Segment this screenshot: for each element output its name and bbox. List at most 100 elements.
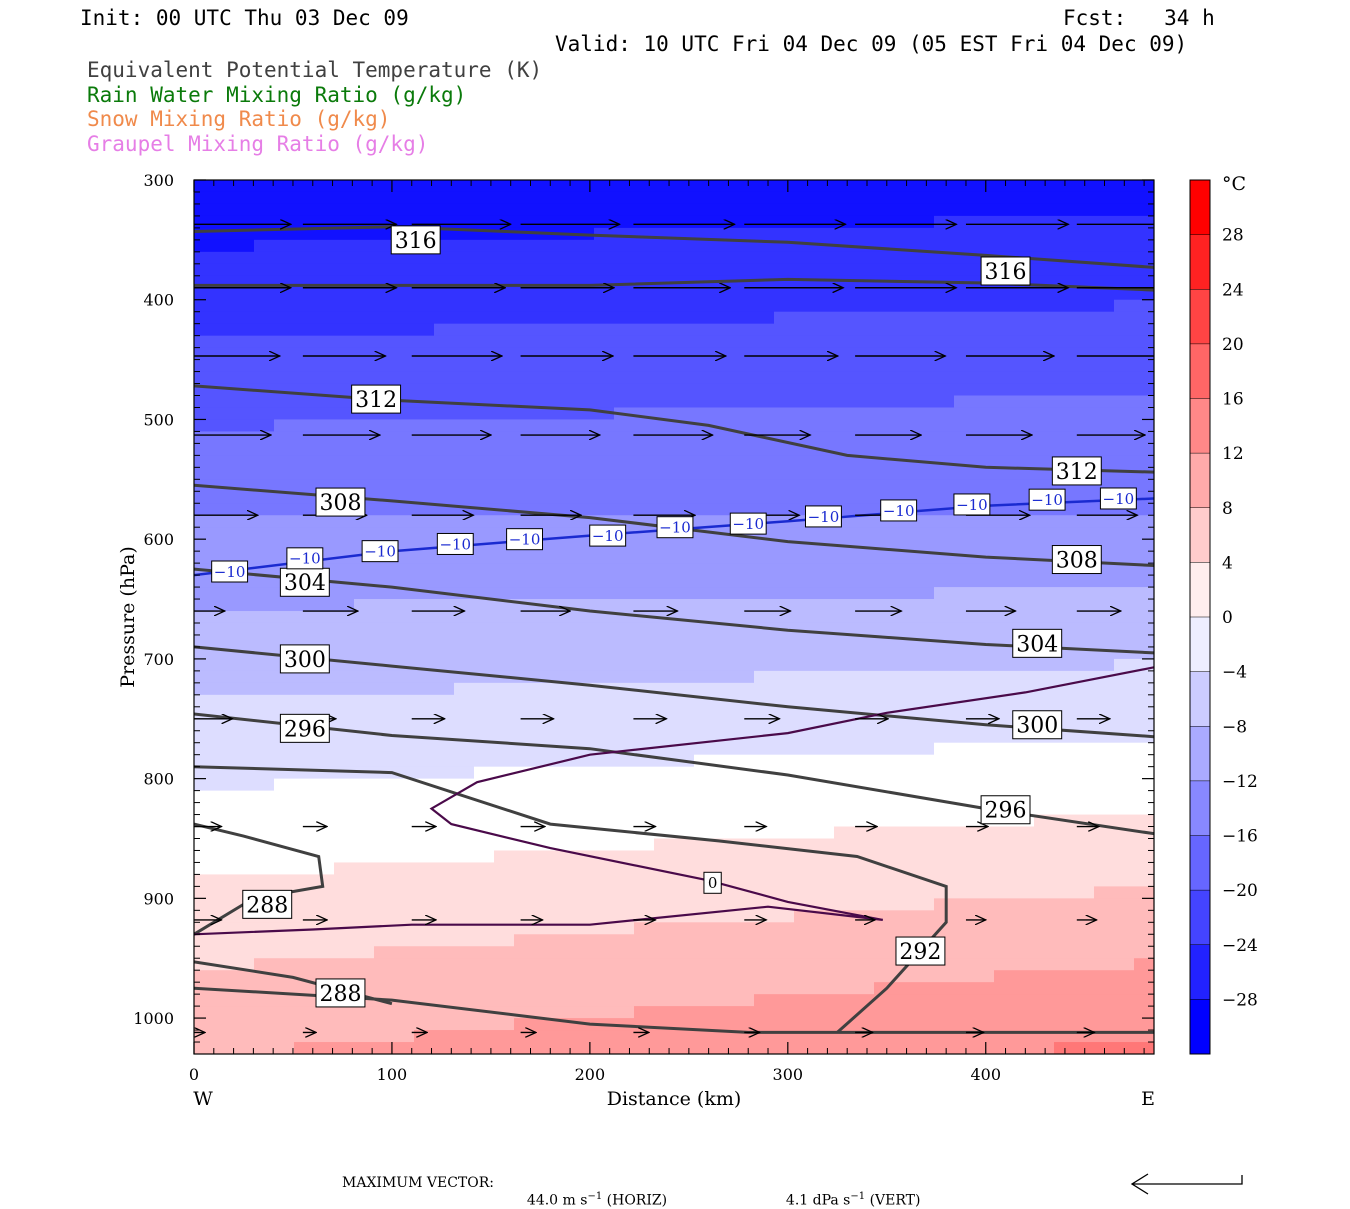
shading-cell [534, 646, 555, 660]
shading-cell [554, 611, 575, 624]
shading-cell [494, 455, 515, 468]
shading-cell [534, 335, 555, 349]
shading-cell [614, 215, 635, 229]
shading-cell [674, 838, 695, 852]
shading-cell [254, 958, 275, 971]
shading-cell [714, 539, 735, 552]
shading-cell [814, 359, 835, 373]
shading-cell [1094, 634, 1115, 648]
shading-cell [574, 215, 595, 229]
shading-cell [634, 706, 655, 720]
shading-cell [634, 982, 655, 995]
shading-cell [554, 730, 575, 744]
shading-cell [454, 826, 475, 840]
shading-cell [234, 515, 255, 528]
shading-cell [414, 1018, 435, 1031]
shading-cell [634, 622, 655, 636]
shading-cell [974, 862, 995, 876]
shading-cell [314, 886, 335, 899]
shading-cell [314, 203, 335, 217]
shading-cell [954, 287, 975, 301]
shading-cell [274, 323, 295, 337]
shading-cell [754, 670, 775, 684]
shading-cell [874, 335, 895, 349]
shading-cell [474, 850, 495, 864]
shading-cell [254, 1030, 275, 1043]
shading-cell [714, 180, 735, 193]
shading-cell [834, 802, 855, 816]
shading-cell [774, 970, 795, 983]
shading-cell [514, 634, 535, 648]
shading-cell [1134, 934, 1154, 947]
shading-cell [834, 994, 855, 1007]
shading-cell [854, 1006, 875, 1019]
shading-cell [1034, 946, 1055, 959]
shading-cell [994, 587, 1015, 600]
shading-cell [994, 850, 1015, 864]
shading-cell [1094, 910, 1115, 923]
shading-cell [554, 622, 575, 636]
shading-cell [734, 634, 755, 648]
shading-cell [214, 311, 235, 325]
shading-cell [454, 886, 475, 899]
shading-cell [674, 395, 695, 409]
shading-cell [1074, 347, 1095, 361]
shading-cell [254, 335, 275, 349]
shading-cell [814, 970, 835, 983]
shading-cell [574, 910, 595, 923]
shading-cell [694, 455, 715, 468]
shading-cell [774, 419, 795, 433]
shading-cell [314, 395, 335, 409]
shading-cell [614, 299, 635, 313]
shading-cell [354, 874, 375, 887]
shading-cell [194, 515, 215, 528]
shading-cell [214, 778, 235, 792]
shading-cell [834, 191, 855, 205]
shading-cell [914, 287, 935, 301]
shading-cell [274, 239, 295, 253]
shading-cell [894, 682, 915, 696]
shading-cell [214, 515, 235, 528]
theta-e-label: 312 [1051, 456, 1102, 486]
shading-cell [1134, 910, 1154, 923]
contour-label-text: −10 [883, 502, 915, 520]
shading-cell [1134, 778, 1154, 792]
shading-cell [974, 730, 995, 744]
shading-cell [614, 886, 635, 899]
theta-e-label: 296 [279, 713, 330, 743]
shading-cell [354, 287, 375, 301]
shading-cell [334, 239, 355, 253]
shading-cell [874, 383, 895, 397]
shading-cell [374, 191, 395, 205]
shading-cell [674, 371, 695, 385]
shading-cell [894, 479, 915, 492]
shading-cell [234, 239, 255, 253]
shading-cell [274, 742, 295, 756]
shading-cell [454, 706, 475, 720]
shading-cell [1034, 563, 1055, 576]
contour-label-box [1012, 710, 1063, 740]
shading-cell [314, 299, 335, 313]
shading-cell [814, 611, 835, 624]
shading-cell [894, 982, 915, 995]
shading-cell [274, 371, 295, 385]
shading-cell [674, 359, 695, 373]
shading-cell [834, 467, 855, 480]
shading-cell [634, 251, 655, 265]
shading-cell [854, 802, 875, 816]
shading-cell [854, 227, 875, 241]
shading-cell [1114, 311, 1135, 325]
shading-cell [734, 335, 755, 349]
shading-cell [1074, 359, 1095, 373]
shading-cell [254, 814, 275, 828]
shading-cell [774, 251, 795, 265]
shading-cell [534, 658, 555, 672]
shading-cell [194, 634, 215, 648]
contour-label-box [980, 256, 1031, 286]
shading-cell [374, 982, 395, 995]
shading-cell [294, 323, 315, 337]
shading-cell [414, 622, 435, 636]
shading-cell [434, 670, 455, 684]
shading-cell [694, 838, 715, 852]
shading-cell [674, 1042, 695, 1054]
